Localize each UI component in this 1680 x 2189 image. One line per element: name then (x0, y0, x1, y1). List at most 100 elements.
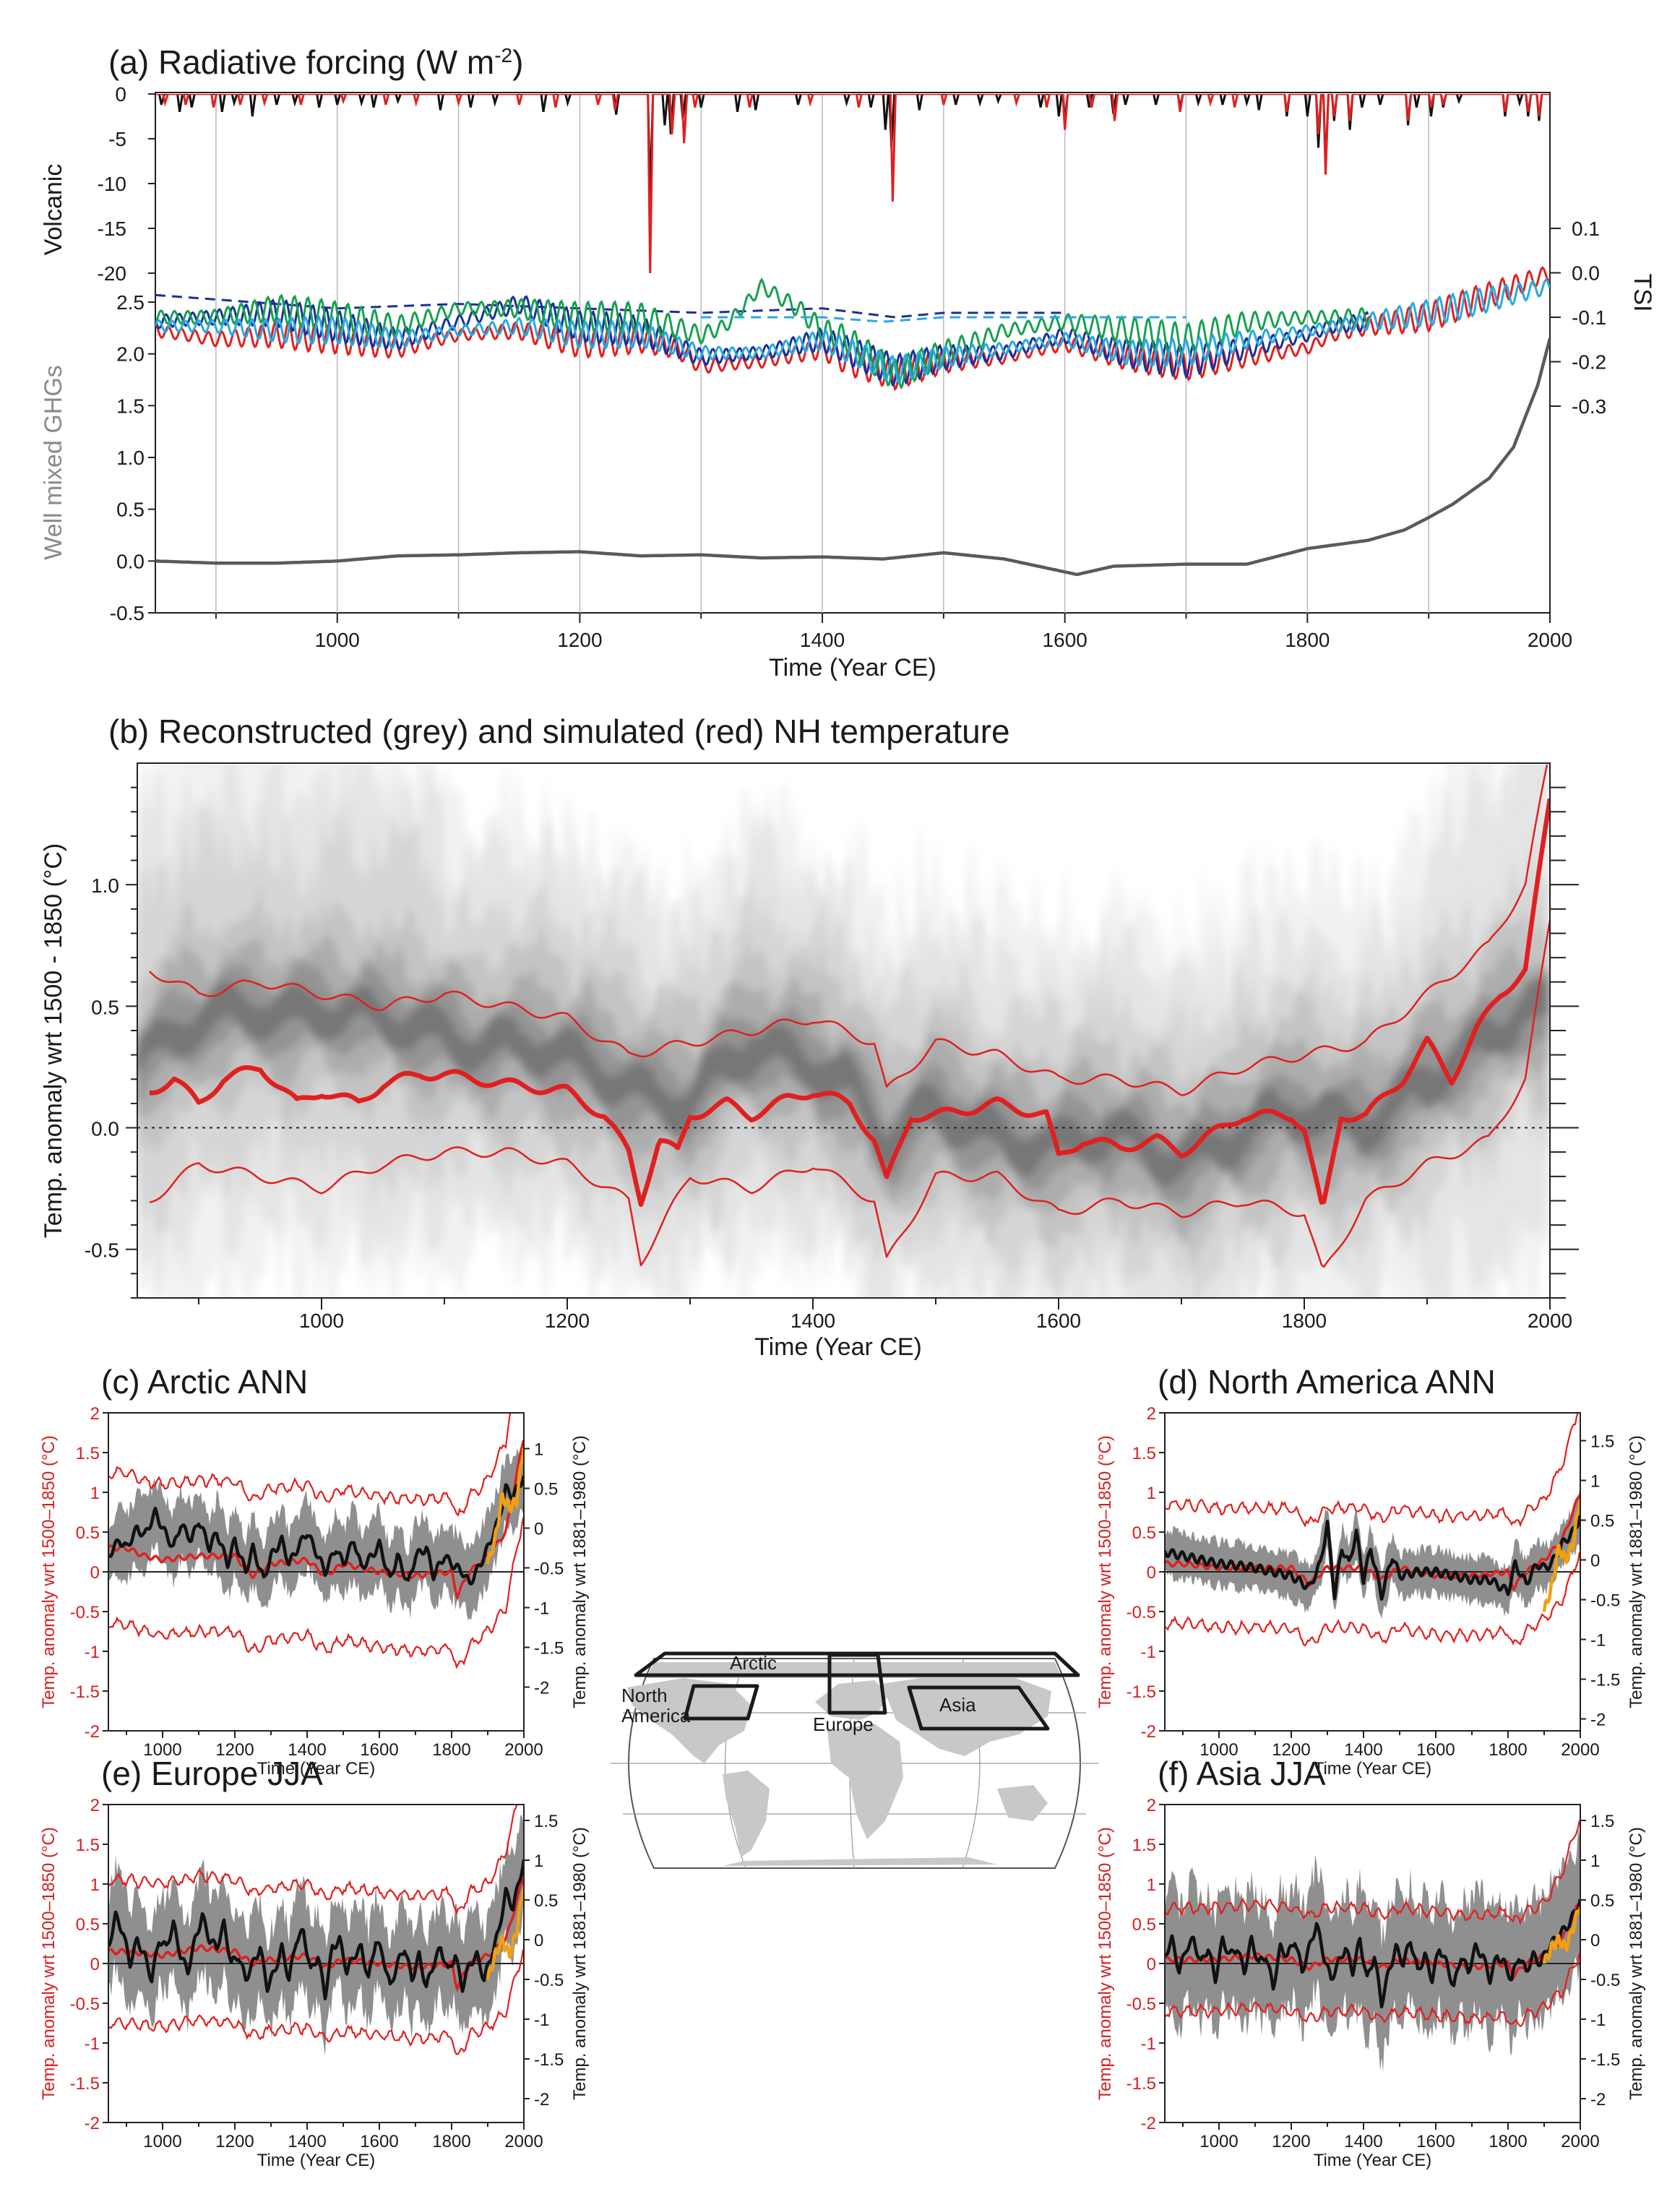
left-tick-label: 1.5 (76, 1444, 100, 1463)
tsi-tick-label: 0.1 (1572, 218, 1600, 240)
left-tick-label: 1 (1147, 1484, 1156, 1503)
left-tick-label: -2 (1141, 2114, 1156, 2133)
panel-b-axes: 1.0 0.5 0.0 -0.5 1000 1200 1400 1600 1800 2000 (85, 786, 1579, 1332)
ylabel-left: Temp. anomaly wrt 1500–1850 (°C) (39, 1827, 59, 2100)
region-asia (907, 1685, 1050, 1731)
xtick-label: 1400 (1344, 2132, 1382, 2151)
left-tick-label: -0.5 (1127, 1995, 1156, 2014)
simulation-mean-line (150, 798, 1550, 1208)
xtick-label: 1800 (1489, 1740, 1527, 1760)
left-tick-label: 0.5 (1132, 1915, 1156, 1935)
left-tick-label: 2 (1147, 1404, 1156, 1424)
simulation-lower-line (108, 1517, 524, 1669)
left-tick-label: -1.5 (70, 2074, 100, 2094)
ghg-tick-label: -0.5 (110, 602, 145, 624)
right-tick-label: -2 (534, 1679, 549, 1698)
panel-a-frame (155, 92, 1551, 614)
volcanic-tick-label: -15 (98, 218, 126, 240)
panel-a-xtick-label: 1400 (800, 629, 845, 651)
panel-a-xtick-label: 1800 (1285, 629, 1330, 651)
xtick-label: 1400 (288, 1740, 326, 1760)
simulation-upper-line (1165, 1413, 1579, 1528)
reconstruction-line (108, 1859, 524, 2001)
panel-b-xtick-label: 1800 (1282, 1309, 1327, 1332)
right-tick-label: -0.5 (1590, 1591, 1620, 1611)
ghg-line (155, 337, 1550, 577)
map-regions (634, 1651, 1080, 1731)
right-tick-label: -0.5 (534, 1971, 564, 1990)
right-tick-label: -0.5 (534, 1560, 564, 1579)
left-tick-label: 2 (90, 1404, 100, 1424)
reconstruction-line (1165, 1898, 1580, 2009)
panel-b-ylabel: Temp. anomaly wrt 1500 - 1850 (°C) (40, 843, 67, 1239)
reconstruction-band (108, 1814, 523, 2057)
panel-a-xtick-label: 2000 (1528, 629, 1572, 651)
right-tick-label: 0 (534, 1931, 543, 1951)
right-tick-label: -0.5 (1590, 1971, 1620, 1990)
panel-c-title: (c) Arctic ANN (101, 1363, 308, 1401)
right-tick-label: 0 (534, 1520, 543, 1539)
tsi-axis-label: TSI (1629, 274, 1656, 312)
right-tick-label: -1 (1590, 1631, 1606, 1651)
xtick-label: 1800 (1489, 2132, 1527, 2151)
ghg-tick-label: 0.5 (116, 499, 145, 521)
panel-a-xtick-label: 1000 (315, 629, 360, 651)
left-tick-label: -2 (85, 1722, 100, 1742)
panel-b-ytick-label: 0.5 (91, 996, 119, 1018)
ylabel-right: Temp. anomaly wrt 1881–1980 (°C) (570, 1827, 590, 2100)
panel-a-xtick-label: 1200 (557, 629, 602, 651)
xtick-label: 1800 (432, 2132, 470, 2151)
left-tick-label: -0.5 (1127, 1603, 1156, 1622)
volcanic-tick-label: -20 (98, 262, 126, 285)
tsi-cyan-flat-line (701, 316, 1186, 323)
right-tick-label: 1 (534, 1852, 543, 1871)
observation-line (486, 1447, 524, 1565)
simulation-upper-line (149, 765, 1548, 1096)
left-tick-label: -0.5 (70, 1995, 100, 2014)
right-tick-label: 1 (534, 1440, 543, 1460)
simulation-upper-line (1165, 1820, 1580, 1926)
panel-b-xtick-label: 2000 (1528, 1309, 1572, 1332)
tsi-darkblue-dashed-line (155, 293, 1065, 319)
xtick-label: 1600 (360, 1740, 398, 1760)
right-tick-label: 0 (1590, 1552, 1600, 1571)
ghg-tick-label: 1.0 (116, 447, 145, 469)
reconstruction-envelope (137, 765, 1550, 1298)
ylabel-right: Temp. anomaly wrt 1881–1980 (°C) (1627, 1435, 1646, 1708)
left-tick-label: 1 (90, 1484, 100, 1503)
panel-b-xtick-label: 1000 (299, 1309, 344, 1332)
right-tick-label: 0.5 (534, 1891, 558, 1911)
ghg-axis-label: Well mixed GHGs (40, 365, 67, 560)
reconstruction-line (108, 1475, 524, 1586)
tsi-series (155, 266, 1550, 392)
right-tick-label: 1 (1590, 1852, 1600, 1871)
volcanic-black-line (155, 94, 1550, 197)
map-label: North America (621, 1685, 691, 1726)
xtick-label: 1000 (1199, 2132, 1238, 2151)
tsi-cyan-line (155, 278, 1550, 385)
right-tick-label: 1.5 (1590, 1432, 1614, 1452)
ylabel-left: Temp. anomaly wrt 1500–1850 (°C) (39, 1435, 59, 1708)
panel-d-title: (d) North America ANN (1158, 1363, 1496, 1401)
simulation-lower-line (1165, 1552, 1580, 1647)
right-tick-label: 1.5 (1590, 1812, 1614, 1831)
volcanic-tick-label: -5 (108, 128, 126, 150)
xtick-label: 2000 (1561, 1740, 1599, 1760)
panel-a-xlabel: Time (Year CE) (769, 654, 936, 681)
panel-b-ytick-label: 1.0 (91, 874, 119, 897)
region-map: Arctic North America Europe Asia (611, 1651, 1098, 1869)
map-label: Europe (813, 1713, 874, 1735)
panel-a-axes: 0 -5 -10 -15 -20 2.5 2.0 1.5 1.0 0.5 0.0 -0.5 0.1 0.0… (98, 83, 1607, 651)
xtick-label: 1600 (360, 2132, 398, 2151)
simulation-series (149, 765, 1550, 1268)
panel-b-nh-temperature: (b) Reconstructed (grey) and simulated (… (40, 713, 1579, 1361)
xtick-label: 2000 (504, 1740, 543, 1760)
right-tick-label: 0 (1590, 1931, 1600, 1951)
reconstruction-band (1165, 1827, 1580, 2073)
region-arctic (634, 1651, 1080, 1677)
panel-b-xlabel: Time (Year CE) (754, 1333, 922, 1361)
tsi-tick-label: -0.3 (1572, 395, 1606, 418)
xtick-label: 2000 (1561, 2132, 1599, 2151)
left-tick-label: -1 (85, 1643, 100, 1662)
